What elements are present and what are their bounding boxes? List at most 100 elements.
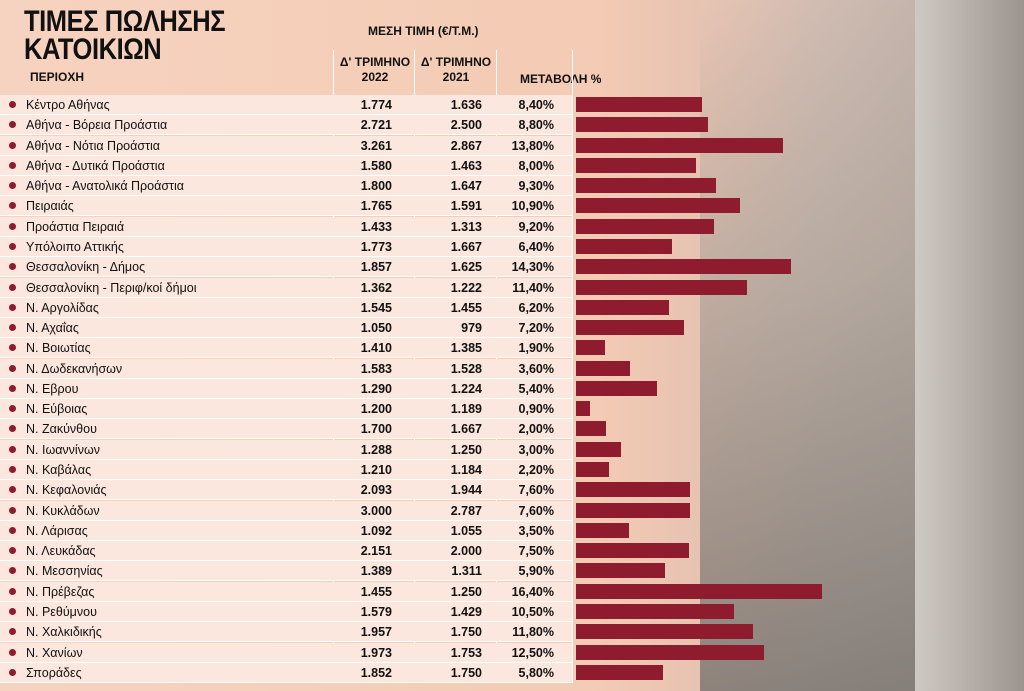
region: Ν. Πρέβεζας [26,584,95,599]
region: Ν. Ιωαννίνων [26,442,100,457]
region-header: ΠΕΡΙΟΧΗ [30,70,85,84]
bullet [9,344,16,352]
price-2021: 1.311 [451,564,482,579]
price-2021: 1.750 [450,665,482,680]
change-bar [576,279,747,295]
region: Ν. Αργολίδας [26,300,99,315]
region: Ν. Χανίων [26,645,83,660]
change-bar [576,644,764,660]
region: Ν. Λευκάδας [26,544,96,559]
bullet [9,648,16,656]
row-background [0,318,572,339]
price-2021: 2.500 [450,118,482,133]
region: Θεσσαλονίκη - Περιφ/κοί δήμοι [26,280,197,295]
change-label: 6,40% [518,239,554,254]
price-2022: 1.545 [360,300,392,315]
bullet [9,101,16,108]
price-2022: 1.774 [360,98,392,112]
price-2022: 1.973 [360,645,392,660]
price-2021: 1.313 [450,219,482,234]
bullet [9,222,16,230]
column-separator [572,50,573,684]
change-label: 7,50% [518,544,554,559]
row-background [0,176,572,197]
price-2021: 1.528 [450,361,482,376]
col-header-line: Δ' ΤΡΙΜΗΝΟ [420,55,492,69]
col-2021-header: Δ' ΤΡΙΜΗΝΟ 2021 [414,55,498,85]
change-label: 16,40% [511,584,554,599]
price-2021: 1.647 [450,179,482,194]
region: Πειραιάς [26,199,74,214]
row-background [0,297,572,318]
bullet [9,263,16,271]
price-2022: 1.092 [360,523,392,538]
row-background [0,155,572,176]
region: Ν. Εβρου [26,381,79,396]
price-2022: 1.210 [360,463,392,478]
region: Ν. Χαλκιδικής [26,625,102,640]
bullet [9,668,16,676]
region: Υπόλοιπο Αττικής [26,239,124,254]
row-background [0,419,572,440]
bullet [9,425,16,433]
bullet [9,121,16,129]
region: Ν. Καβάλας [26,463,92,478]
change-label: 2,00% [518,422,554,437]
bullet [9,303,16,311]
change-bar [576,360,630,376]
price-2021: 1.625 [450,260,482,275]
row-background [0,541,572,562]
price-2021: 1.250 [450,584,482,599]
bullet [9,628,16,636]
bullet [9,608,16,615]
region: Ν. Εύβοιας [26,402,88,417]
price-2022: 3.000 [360,503,392,518]
change-bar [576,624,753,640]
change-label: 5,80% [518,665,554,680]
change-label: 7,60% [518,503,554,518]
change-bar [576,137,783,153]
row-background [0,358,572,379]
price-2022: 2.721 [360,118,392,133]
row-background [0,257,572,278]
change-label: 2,20% [518,463,554,478]
change-label: 14,30% [511,260,554,275]
price-2021: 1.636 [450,98,482,112]
change-label: 5,90% [518,564,554,579]
row-background [0,662,572,683]
price-2022: 1.362 [360,280,392,295]
price-2022: 1.773 [360,239,392,254]
row-background [0,338,572,359]
change-label: 8,00% [518,158,554,173]
price-2021: 979 [461,321,482,336]
price-2021: 1.750 [450,625,482,640]
change-bar [576,157,696,173]
change-label: 3,50% [518,523,554,538]
price-2022: 1.288 [360,442,392,457]
price-2021: 1.055 [450,523,482,538]
bullet [9,587,16,595]
price-2022: 1.583 [360,361,392,376]
region: Ν. Ρεθύμνου [26,605,97,619]
change-bar [576,97,702,112]
row-background [0,520,572,541]
price-2021: 2.000 [450,544,482,559]
change-label: 7,20% [518,321,554,336]
change-bar [576,502,690,518]
change-label: 0,90% [518,402,554,417]
price-2021: 1.455 [450,300,482,315]
bullet [9,324,16,332]
change-bar [576,320,684,336]
bullet [9,242,16,250]
bullet [9,486,16,494]
row-background [0,500,572,521]
price-2022: 1.852 [360,665,392,680]
price-2021: 1.222 [450,280,482,295]
change-label: 9,20% [518,219,554,234]
row-background [0,277,572,298]
change-bar [576,441,621,457]
change-bar [576,380,657,396]
row-background [0,135,572,156]
region: Αθήνα - Ανατολικά Προάστια [26,179,184,194]
